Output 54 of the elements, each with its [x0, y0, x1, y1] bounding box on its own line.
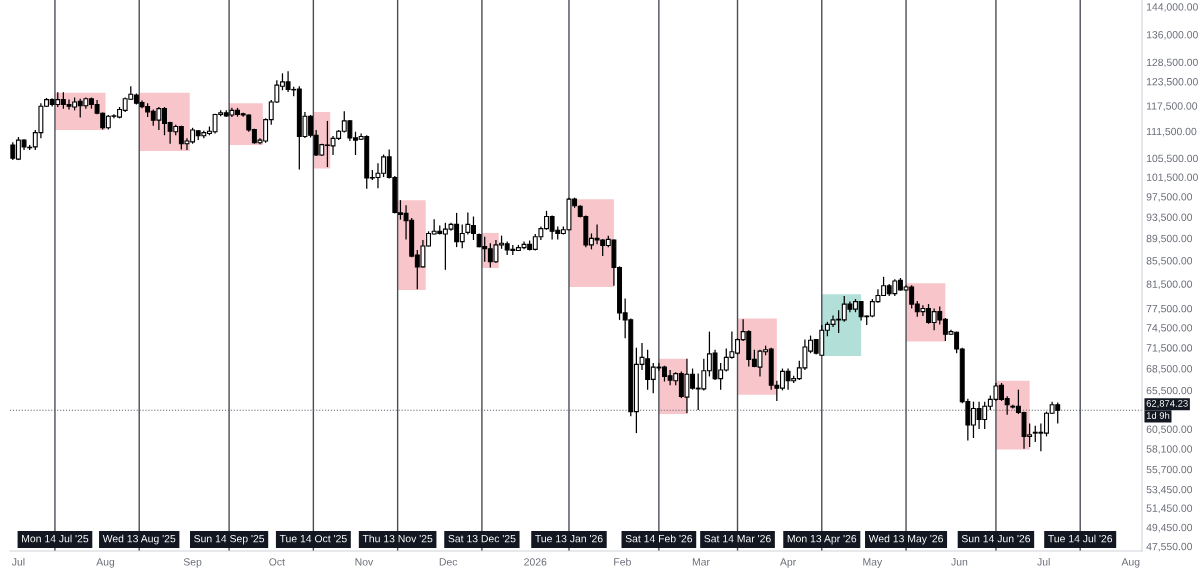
- ref-line-label: Wed 13 May '26: [868, 534, 943, 545]
- x-tick-label: Jun: [951, 558, 968, 566]
- y-tick-label: 144,000.00: [1146, 3, 1198, 12]
- ref-line-label: Mon 14 Jul '25: [22, 534, 89, 543]
- x-tick-label: Apr: [779, 558, 797, 568]
- y-tick-label: 74,500.00: [1146, 324, 1193, 333]
- x-tick-label: Aug: [96, 558, 115, 568]
- y-tick-label: 77,500.00: [1146, 304, 1193, 314]
- y-tick-label: 47,550.00: [1146, 542, 1193, 552]
- y-tick-label: 68,500.00: [1146, 365, 1193, 374]
- y-tick-label: 81,500.00: [1146, 280, 1193, 290]
- ref-line-label: Mon 13 Apr '26: [787, 534, 857, 545]
- ref-line-label: Tue 14 Jul '26: [1048, 534, 1113, 543]
- x-tick-label: 2026: [524, 558, 547, 566]
- ref-line-label: 62,874.23: [1146, 400, 1188, 408]
- y-tick-label: 111,500.00: [1146, 127, 1197, 137]
- x-tick-label: Jul: [11, 557, 25, 566]
- y-tick-label: 93,500.00: [1146, 213, 1193, 223]
- x-tick-label: Aug: [1121, 558, 1140, 568]
- y-tick-label: 51,450.00: [1146, 504, 1193, 514]
- ref-line-label: Sat 13 Dec '25: [448, 534, 516, 543]
- y-tick-label: 49,450.00: [1146, 523, 1193, 533]
- y-tick-label: 60,500.00: [1146, 425, 1193, 435]
- ref-line-label: Sun 14 Jun '26: [961, 534, 1031, 543]
- text: 1d 9h: [1146, 411, 1170, 419]
- ref-line-label: Tue 14 Oct '25: [279, 534, 347, 543]
- y-tick-label: 53,450.00: [1146, 485, 1193, 495]
- y-tick-label: 123,500.00: [1146, 78, 1198, 87]
- y-tick-label: 65,500.00: [1146, 386, 1193, 396]
- y-tick-label: 128,500.00: [1146, 58, 1198, 68]
- ref-line-label: Sun 14 Sep '25: [194, 534, 265, 545]
- x-tick-label: Jul: [1037, 557, 1050, 566]
- ref-line-label: Thu 13 Nov '25: [362, 534, 433, 543]
- ref-line-label: Sat 14 Mar '26: [704, 534, 771, 543]
- ref-line-label: Tue 13 Jan '26: [535, 534, 603, 543]
- ref-line-label: Wed 13 Aug '25: [102, 534, 176, 545]
- y-tick-label: 85,500.00: [1146, 257, 1193, 266]
- x-tick-label: Dec: [439, 558, 458, 566]
- y-tick-label: 117,500.00: [1146, 102, 1198, 111]
- y-tick-label: 136,000.00: [1146, 31, 1198, 40]
- y-tick-label: 58,100.00: [1146, 445, 1193, 454]
- y-tick-label: 71,500.00: [1146, 344, 1193, 353]
- x-tick-label: Feb: [614, 557, 631, 566]
- x-tick-label: Oct: [269, 558, 285, 566]
- y-tick-label: 101,500.00: [1146, 173, 1198, 183]
- x-tick-label: Nov: [355, 558, 374, 566]
- ref-line-label: Sat 14 Feb '26: [625, 534, 693, 543]
- y-tick-label: 89,500.00: [1146, 234, 1193, 244]
- x-tick-label: Sep: [183, 558, 202, 568]
- y-tick-label: 97,500.00: [1146, 193, 1193, 202]
- x-tick-label: May: [863, 558, 883, 568]
- y-tick-label: 55,700.00: [1146, 465, 1193, 475]
- x-tick-label: Mar: [692, 558, 710, 566]
- y-tick-label: 105,500.00: [1146, 154, 1198, 164]
